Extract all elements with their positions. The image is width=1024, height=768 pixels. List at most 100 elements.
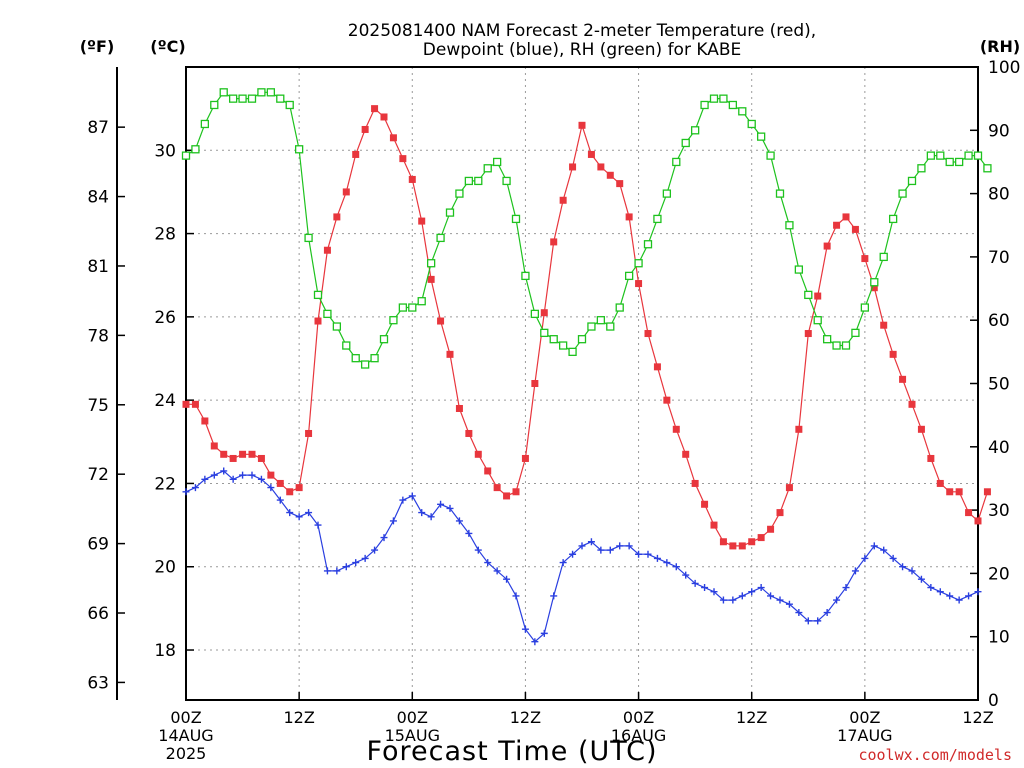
rh-point <box>228 94 238 103</box>
temperature-point <box>983 488 991 496</box>
chart-axes <box>116 66 979 701</box>
temperature-point <box>286 488 294 496</box>
dewpoint-point <box>719 596 727 604</box>
temperature-point <box>776 509 784 517</box>
temperature-point <box>191 400 199 408</box>
temperature-point <box>851 225 859 233</box>
x-tick-year-label: 2025 <box>166 744 207 763</box>
x-tick-label: 12Z <box>736 708 767 727</box>
rh-point <box>511 214 521 224</box>
rh-tick-label: 60 <box>988 311 1010 331</box>
dewpoint-point <box>691 579 699 587</box>
celsius-tick-label: 18 <box>154 641 176 661</box>
dewpoint-point <box>823 609 831 617</box>
dewpoint-point <box>474 546 482 554</box>
dewpoint-point <box>767 592 775 600</box>
temperature-point <box>267 471 275 479</box>
temperature-point <box>578 121 586 129</box>
temperature-point <box>729 542 737 550</box>
dewpoint-point <box>201 475 209 483</box>
rh-point <box>408 303 417 312</box>
temperature-point <box>946 488 954 496</box>
temperature-point <box>220 450 228 458</box>
rh-point <box>521 271 530 281</box>
rh-point <box>954 157 964 167</box>
rh-point <box>247 94 257 103</box>
rh-tick-label: 80 <box>988 185 1010 205</box>
dewpoint-point <box>936 588 944 596</box>
rh-point <box>568 347 577 357</box>
temperature-point <box>870 284 878 292</box>
dewpoint-point <box>974 588 982 596</box>
rh-point <box>822 335 832 344</box>
rh-point <box>728 100 738 110</box>
temperature-point <box>606 171 614 179</box>
rh-tick-label: 50 <box>988 375 1010 395</box>
rh-point <box>747 119 756 129</box>
temperature-point <box>616 180 624 188</box>
temperature-point <box>635 280 643 288</box>
dewpoint-point <box>870 542 878 550</box>
temperature-point <box>295 484 303 492</box>
x-tick-label: 00Z <box>623 708 654 727</box>
dewpoint-point <box>229 475 237 483</box>
dewpoint-point <box>531 638 539 646</box>
fahrenheit-tick-label: 87 <box>87 118 109 138</box>
rh-point <box>238 94 247 103</box>
x-tick-label: 00Z <box>849 708 880 727</box>
rh-point <box>464 176 474 186</box>
grid-lines <box>185 67 979 700</box>
dewpoint-point <box>738 592 746 600</box>
dewpoint-point <box>276 496 284 504</box>
rh-tick-label: 70 <box>988 248 1010 268</box>
x-tick-date-label: 15AUG <box>385 726 440 745</box>
temperature-point <box>455 404 463 412</box>
rh-point <box>643 240 653 249</box>
temperature-point <box>899 375 907 383</box>
rh-point <box>332 322 342 331</box>
dewpoint-point <box>248 471 256 479</box>
temperature-point <box>710 521 718 529</box>
temperature-point <box>663 396 671 404</box>
temperature-point <box>917 425 925 433</box>
rh-point <box>624 271 634 281</box>
rh-point <box>285 100 294 110</box>
celsius-tick-label: 24 <box>154 391 176 411</box>
dewpoint-point <box>512 592 520 600</box>
rh-point <box>577 335 587 344</box>
dewpoint-point <box>446 504 454 512</box>
temperature-point <box>257 454 265 462</box>
dewpoint-point <box>550 592 558 600</box>
dewpoint-point <box>493 567 501 575</box>
fahrenheit-tick-label: 75 <box>87 396 109 416</box>
rh-point <box>210 100 219 110</box>
dewpoint-point <box>408 492 416 500</box>
dewpoint-point <box>587 538 595 546</box>
fahrenheit-tick-label: 78 <box>87 326 109 346</box>
rh-point <box>370 354 379 363</box>
x-tick-date-label: 14AUG <box>158 726 213 745</box>
temperature-point <box>210 442 218 450</box>
x-tick-label: 00Z <box>170 708 201 727</box>
dewpoint-point <box>559 559 567 567</box>
rh-point <box>870 278 879 287</box>
temperature-point <box>531 380 539 387</box>
dewpoint-point <box>305 509 313 517</box>
rh-tick-label: 0 <box>988 691 999 711</box>
rh-point <box>502 176 511 186</box>
temperature-point <box>908 400 916 408</box>
dewpoint-point <box>927 584 935 592</box>
rh-point <box>540 328 549 338</box>
rh-point <box>756 132 766 141</box>
rh-axis-unit: (RH) <box>980 37 1020 56</box>
dewpoint-point <box>965 592 973 600</box>
dewpoint-point <box>521 625 529 633</box>
chart-title-line1: 2025081400 NAM Forecast 2-meter Temperat… <box>348 21 816 41</box>
chart-title-line2: Dewpoint (blue), RH (green) for KABE <box>423 40 741 60</box>
temperature-point <box>701 500 709 508</box>
rh-point <box>690 126 700 135</box>
dewpoint-point <box>804 617 812 625</box>
rh-point <box>813 316 822 325</box>
temperature-point <box>955 488 963 496</box>
rh-point <box>973 151 983 160</box>
